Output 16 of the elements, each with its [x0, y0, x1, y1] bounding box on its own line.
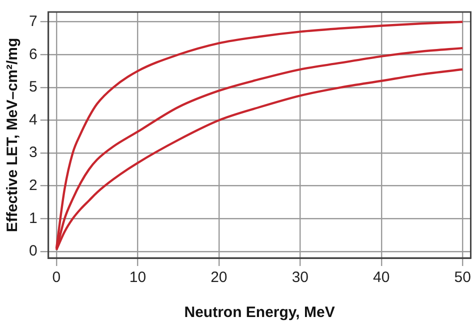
x-tick-label: 10: [129, 269, 146, 286]
y-axis-title: Effective LET, MeV–cm²/mg: [4, 38, 22, 232]
x-tick-label: 50: [454, 269, 471, 286]
x-tick-label: 0: [52, 269, 61, 286]
y-tick-label: 2: [29, 176, 38, 194]
y-tick-label: 4: [29, 111, 38, 128]
y-tick-label: 7: [29, 12, 38, 30]
y-tick-label: 0: [29, 242, 38, 260]
x-tick-label: 40: [373, 269, 390, 286]
y-tick-label: 6: [29, 46, 38, 63]
x-tick-label: 30: [292, 269, 308, 286]
y-tick-label: 1: [29, 210, 38, 227]
y-tick-label: 3: [29, 144, 38, 162]
x-tick-label: 20: [210, 269, 228, 286]
x-axis-title: Neutron Energy, MeV: [184, 304, 335, 322]
y-tick-label: 5: [29, 78, 38, 96]
